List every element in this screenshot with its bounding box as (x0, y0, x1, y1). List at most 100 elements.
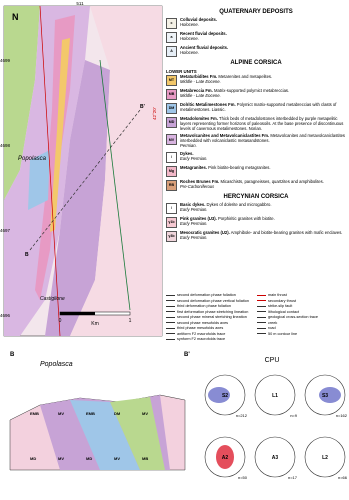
symbol-item: third deformation phase foliation (166, 304, 257, 310)
legend-symbol: MD (166, 116, 177, 128)
symbol-item: lithological contact (257, 310, 348, 316)
symbol-label: strike-slip fault (268, 304, 293, 308)
unit-name: Metadolomites Fm. (180, 115, 218, 121)
symbol-line (257, 322, 266, 323)
north-arrow: N (12, 12, 19, 22)
unit-description: Polymict matrix-supported metabreccias w… (180, 101, 337, 112)
symbol-line (257, 316, 266, 318)
legend-symbol: A (166, 45, 177, 57)
legend-symbol: RB (166, 179, 177, 191)
unit-age: Early Permian. (180, 206, 208, 212)
scale-unit: Km (91, 321, 99, 327)
symbol-label: road (268, 326, 276, 330)
density-contour (208, 387, 230, 403)
unit-description: Metarenites and metapelites. (218, 73, 273, 79)
symbol-label: synform F2 macrofolds trace (177, 337, 226, 341)
legend-item: A Ancient fluvial deposits. Holocene. (166, 45, 346, 57)
unit-label: MB (142, 456, 148, 461)
stereonet-count: n=162 (336, 413, 348, 418)
legend-text: Colluvial deposits. Holocene. (180, 17, 217, 29)
legend-text: Metadolomites Fm. Thick beds of metadolo… (180, 115, 346, 131)
symbol-line (257, 327, 266, 329)
legend-text: Metabreccia Fm. Matrix-supported polymic… (180, 87, 290, 100)
symbol-item: main thrust (257, 293, 348, 299)
legend-symbol: γ1b (166, 216, 177, 228)
unit-name: Roches Brunes Fm. (180, 178, 220, 184)
legend-symbol: Mg (166, 165, 177, 177)
unit-label: MD (30, 456, 36, 461)
section-end: B' (140, 104, 145, 110)
symbol-line (166, 294, 175, 296)
symbol-line (166, 333, 175, 334)
symbol-label: second phase mesofolds axes (177, 320, 229, 325)
symbol-item: second deformation phase foliation (166, 293, 257, 299)
symbol-label: second deformation phase foliation (177, 293, 236, 297)
unit-description: Metavolcanites and metavolcaniclastites … (180, 133, 346, 144)
section-unit (70, 400, 140, 470)
legend-text: Basic dykes. Dykes of dolerite and micro… (180, 202, 272, 214)
map-unit (4, 6, 40, 200)
section-subtitle: LOWER UNITS (166, 68, 197, 74)
symbol-item: second phase mesofolds axes (166, 321, 257, 327)
legend-symbol: MV (166, 134, 177, 146)
symbol-line (166, 300, 175, 301)
legend-text: Pink granites (U3). Porphiritic granites… (180, 216, 275, 228)
legend-item: c Colluvial deposits. Holocene. (166, 17, 346, 29)
legend-item: MD Metadolomites Fm. Thick beds of metado… (166, 115, 346, 131)
section-end: B (10, 352, 15, 358)
legend-item: RB Roches Brunes Fm. Micaschists, paragne… (166, 178, 346, 191)
symbol-line (166, 338, 175, 340)
symbol-item: road (257, 326, 348, 332)
symbol-legend: second deformation phase foliation second… (166, 293, 348, 343)
unit-label: MV (58, 411, 64, 416)
map-unit (70, 6, 162, 336)
y-coordinate: 4697 (0, 228, 11, 233)
section-title: HERCYNIAN CORSICA (223, 193, 289, 200)
unit-name: Metagranites. (180, 164, 207, 170)
legend-item: MV Metavolcanites and Metavolcaniclastite… (166, 133, 346, 148)
legend-text: Dolritic Metalimestones Fm. Polymict mat… (180, 101, 346, 114)
y-coordinate: 4696 (0, 313, 11, 318)
unit-label: MV (58, 456, 64, 461)
legend-symbol: / (166, 202, 177, 214)
legend-item: DM Dolritic Metalimestones Fm. Polymict m… (166, 101, 346, 114)
symbol-item: synform F2 macrofolds trace (166, 337, 257, 343)
symbol-line (257, 294, 266, 296)
unit-description: Matrix-supported polymict metabreccias. (214, 87, 290, 93)
stereonet-label: L2 (322, 455, 328, 461)
stereonet-count: n=17 (288, 475, 298, 480)
symbol-line (166, 311, 175, 312)
unit-description: Pink biotite-bearing metagranites. (208, 164, 271, 170)
unit-label: MD (86, 456, 92, 461)
legend-text: Metagranites. Pink biotite-bearing metag… (180, 164, 271, 177)
symbol-label: second deformation phase vertical foliat… (177, 298, 249, 303)
y-coordinate: 4698 (0, 143, 11, 148)
road (99, 59, 131, 311)
unit-description: Thick beds of metadolostones interbedded… (180, 115, 344, 131)
legend-text: Metavolcanites and Metavolcaniclastites … (180, 133, 346, 148)
stereonet (254, 436, 296, 478)
legend-item: / Dykes. Early Permian. (166, 151, 346, 163)
legend-symbol: / (166, 151, 177, 163)
stereonet-label: A2 (222, 455, 229, 461)
unit-age: Early Permian. (180, 234, 208, 240)
unit-description: Micaschists, paragneisses, quartzites an… (220, 178, 324, 184)
symbol-label: main thrust (268, 293, 287, 297)
symbol-item: 50 m contour line (257, 332, 348, 338)
legend-symbol: DM (166, 102, 177, 114)
map-labels: N 511 4699 4698 4697 4696 42°20' Popolasca Casti… (0, 1, 157, 327)
symbol-column: second deformation phase foliation second… (166, 293, 257, 343)
scale-bar (60, 312, 95, 315)
latitude: 42°20' (152, 107, 157, 120)
symbol-item: strike-slip fault (257, 304, 348, 310)
symbol-column: main thrust secondary thrust strike-slip f… (257, 293, 348, 343)
unit-age: Pre-Carboniferous (180, 183, 215, 189)
unit-name: Metaturbidites Fm. (180, 73, 218, 79)
symbol-item: first deformation phase stretching linea… (166, 310, 257, 316)
stereonet-count: n=212 (236, 413, 248, 418)
symbol-line (166, 305, 175, 307)
thrust (39, 5, 61, 337)
unit-age: Middle - Late Eocene. (180, 92, 221, 98)
symbol-item: creek (257, 321, 348, 327)
stereonet-count: n=66 (338, 475, 348, 480)
